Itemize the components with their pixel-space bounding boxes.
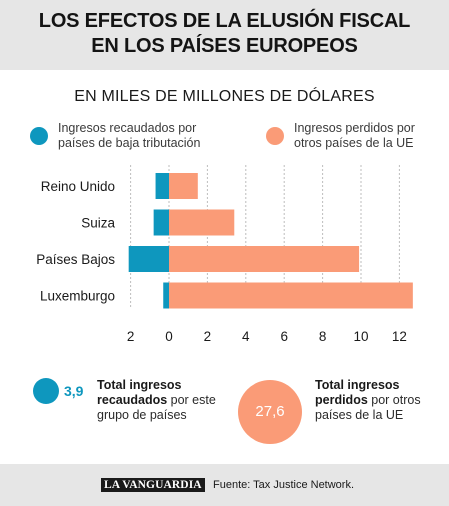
legend-lost-line-1: Ingresos perdidos por	[294, 121, 415, 135]
summary-lost-bold: Total ingresos perdidos	[315, 378, 400, 407]
tick-label-7: 12	[392, 329, 407, 344]
legend-lost: Ingresos perdidos por otros países de la…	[266, 121, 415, 151]
chart-subtitle: EN MILES DE MILLONES DE DÓLARES	[74, 88, 375, 105]
bar-lost-0	[169, 173, 198, 199]
summary-collected-rest: por este grupo de países	[97, 393, 216, 422]
summary-lost-rest: por otros países de la UE	[315, 393, 421, 422]
tick-label-0: 2	[127, 329, 135, 344]
legend-collected-line-1: Ingresos recaudados por	[58, 121, 197, 135]
category-label-1: Suiza	[81, 216, 115, 231]
footer-band	[0, 464, 449, 506]
legend-collected-line-2: países de baja tributación	[58, 136, 201, 150]
title-line-2: EN LOS PAÍSES EUROPEOS	[91, 35, 358, 57]
summary-collected-circle	[33, 378, 59, 404]
tick-label-4: 6	[280, 329, 288, 344]
legend-collected: Ingresos recaudados por países de baja t…	[30, 121, 200, 151]
bar-chart: Reino Unido Suiza Países Bajos Luxemburgo 2 0…	[36, 165, 413, 344]
category-label-0: Reino Unido	[41, 179, 115, 194]
summary-lost-circle	[238, 380, 302, 444]
bar-lost-2	[169, 246, 360, 272]
chart-title: LOS EFECTOS DE LA ELUSIÓN FISCAL EN LOS …	[0, 9, 449, 59]
tick-label-2: 2	[204, 329, 212, 344]
legend-collected-swatch	[30, 127, 48, 145]
tick-label-6: 10	[353, 329, 368, 344]
tick-label-1: 0	[165, 329, 173, 344]
bar-collected-1	[153, 209, 169, 236]
bar-collected-2	[128, 246, 169, 272]
bar-collected-0	[155, 173, 169, 199]
summary-lost-value: 27,6	[255, 403, 285, 420]
tick-label-5: 8	[319, 329, 327, 344]
summary-collected-value: 3,9	[64, 383, 84, 399]
legend-lost-swatch	[266, 127, 284, 145]
legend-collected-label: Ingresos recaudados por países de baja t…	[58, 121, 200, 151]
bar-collected-3	[163, 282, 169, 309]
legend-lost-label: Ingresos perdidos por otros países de la…	[294, 121, 415, 151]
source-note: Fuente: Tax Justice Network.	[213, 479, 355, 491]
summary-lost-text: Total ingresos perdidos por otros países…	[315, 378, 445, 423]
summary-collected-bold: Total ingresos recaudados	[97, 378, 182, 407]
la-vanguardia-logo: LA VANGUARDIA	[101, 478, 205, 492]
bar-lost-3	[169, 282, 413, 309]
header-band: LOS EFECTOS DE LA ELUSIÓN FISCAL EN LOS …	[0, 0, 449, 70]
category-label-2: Países Bajos	[36, 252, 115, 267]
legend-lost-line-2: otros países de la UE	[294, 136, 414, 150]
tick-label-3: 4	[242, 329, 250, 344]
category-label-3: Luxemburgo	[40, 289, 115, 304]
summary-collected-text: Total ingresos recaudados por este grupo…	[97, 378, 237, 423]
bar-lost-1	[169, 209, 235, 236]
title-line-1: LOS EFECTOS DE LA ELUSIÓN FISCAL	[38, 10, 411, 32]
